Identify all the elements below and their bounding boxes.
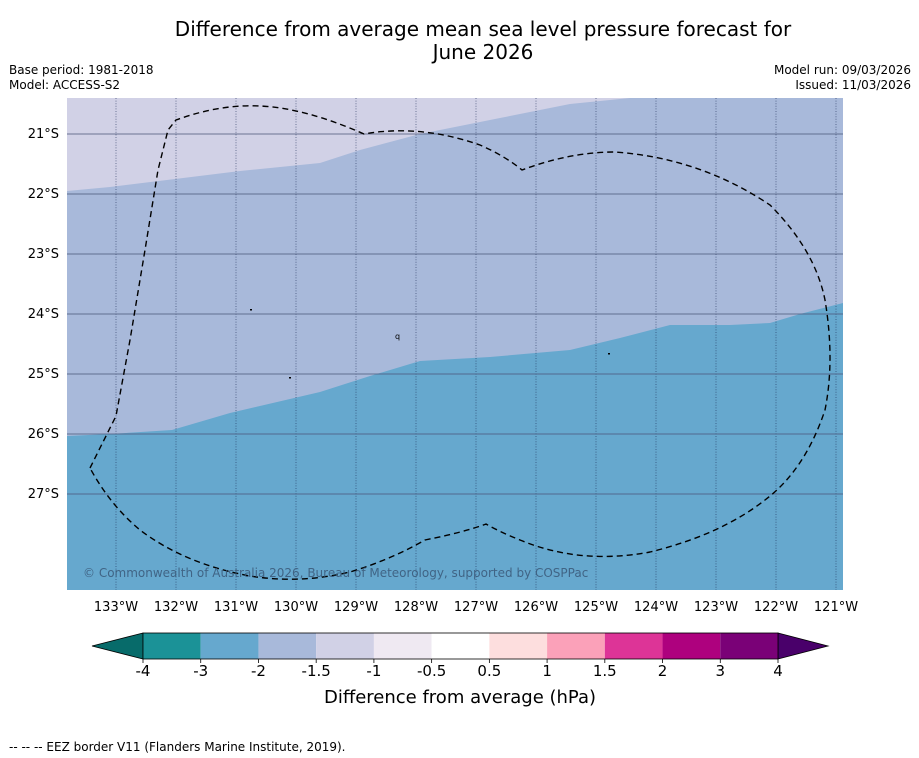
- colorbar-tick-label: -2: [251, 662, 266, 680]
- colorbar-tick-label: 1: [542, 662, 552, 680]
- lat-tick-label: 22°S: [28, 187, 59, 202]
- colorbar: -4 -3 -2 -1.5 -1 -0.5 0.5 1 1.5 2 3 4 Difference fro…: [91, 632, 830, 708]
- lat-tick-label: 27°S: [28, 487, 59, 502]
- colorbar-tick-label: -3: [193, 662, 208, 680]
- colorbar-under-arrow: [91, 632, 144, 660]
- colorbar-title: Difference from average (hPa): [324, 687, 596, 708]
- colorbar-tick-label: -1.5: [302, 662, 331, 680]
- lon-tick-label: 122°W: [754, 600, 798, 615]
- map-field: [67, 98, 843, 590]
- lon-tick-label: 126°W: [514, 600, 558, 615]
- colorbar-tick-label: -0.5: [417, 662, 446, 680]
- islands: [250, 309, 610, 379]
- lon-tick-label: 124°W: [634, 600, 678, 615]
- lon-tick-label: 132°W: [154, 600, 198, 615]
- title-line-2: June 2026: [432, 40, 534, 64]
- colorbar-segment: [604, 633, 663, 659]
- issued-date: Issued: 11/03/2026: [795, 78, 911, 92]
- colorbar-segment: [662, 633, 721, 659]
- lon-tick-label: 125°W: [574, 600, 618, 615]
- colorbar-segment: [258, 633, 317, 659]
- colorbar-segment: [316, 633, 374, 659]
- lon-tick-label: 123°W: [694, 600, 738, 615]
- eez-border: [89, 105, 831, 580]
- colorbar-segment: [143, 633, 201, 659]
- lat-tick-label: 24°S: [28, 307, 59, 322]
- colorbar-segment: [547, 633, 605, 659]
- colorbar-segment: [431, 633, 490, 659]
- lon-tick-label: 121°W: [814, 600, 858, 615]
- model-name: Model: ACCESS-S2: [9, 78, 121, 92]
- colorbar-segment: [489, 633, 548, 659]
- lat-tick-label: 26°S: [28, 427, 59, 442]
- colorbar-over-arrow: [777, 632, 830, 660]
- island-label: q: [395, 332, 400, 341]
- colorbar-frame: [142, 632, 779, 660]
- colorbar-tick-label: 2: [658, 662, 668, 680]
- lat-tick-label: 25°S: [28, 367, 59, 382]
- colorbar-tick-label: 3: [715, 662, 725, 680]
- colorbar-segment: [200, 633, 259, 659]
- pressure-band-low: [67, 303, 843, 590]
- colorbar-tick-label: 4: [773, 662, 783, 680]
- map-figure: q © Commonwealth of Australia 2026, Bure…: [28, 98, 858, 708]
- lon-tick-label: 128°W: [394, 600, 438, 615]
- copyright-notice: © Commonwealth of Australia 2026, Bureau…: [83, 566, 588, 580]
- lon-tick-label: 131°W: [214, 600, 258, 615]
- colorbar-tick-label: -1: [366, 662, 381, 680]
- lon-tick-label: 130°W: [274, 600, 318, 615]
- colorbar-segment: [720, 633, 778, 659]
- model-run: Model run: 09/03/2026: [773, 63, 911, 77]
- meta-right: Model run: 09/03/2026 Issued: 11/03/2026: [774, 63, 911, 93]
- lon-tick-label: 133°W: [94, 600, 138, 615]
- latitude-lines: [67, 133, 843, 495]
- colorbar-tick-label: 1.5: [593, 662, 617, 680]
- longitude-labels: 133°W 132°W 131°W 130°W 129°W 128°W 127°W 126°W…: [94, 600, 858, 615]
- colorbar-tick-label: -4: [136, 662, 151, 680]
- title-line-1: Difference from average mean sea level p…: [174, 17, 792, 41]
- lat-tick-label: 23°S: [28, 247, 59, 262]
- colorbar-segment: [373, 633, 432, 659]
- eez-border-note: -- -- -- EEZ border V11 (Flanders Marine…: [9, 740, 346, 754]
- meta-left: Base period: 1981-2018 Model: ACCESS-S2: [9, 63, 154, 93]
- lon-tick-label: 129°W: [334, 600, 378, 615]
- lon-tick-label: 127°W: [454, 600, 498, 615]
- lat-tick-label: 21°S: [28, 127, 59, 142]
- base-period: Base period: 1981-2018: [9, 63, 154, 77]
- colorbar-tick-label: 0.5: [477, 662, 501, 680]
- chart-title: Difference from average mean sea level p…: [0, 18, 919, 64]
- latitude-labels: 21°S 22°S 23°S 24°S 25°S 26°S 27°S: [28, 127, 59, 502]
